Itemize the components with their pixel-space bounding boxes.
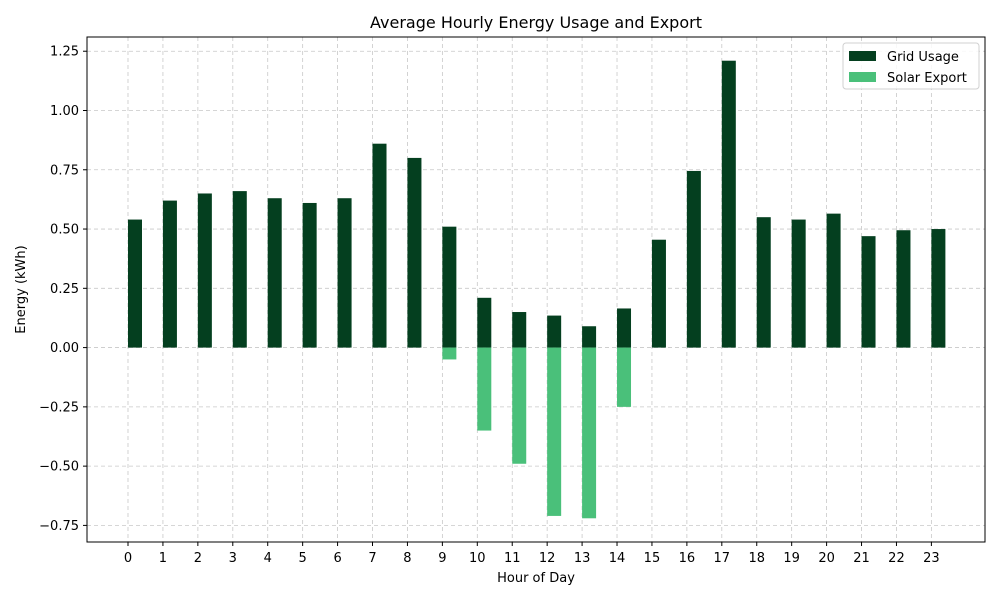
y-tick-label: 1.25	[50, 45, 79, 60]
x-tick-label: 20	[818, 551, 835, 566]
solar-export-bar	[512, 347, 527, 464]
x-ticks: 0 1 2 3 4 5 6 7 8 9 10 11 12 13 14 15 16 17 18 19 20 21 22 23	[124, 542, 940, 566]
grid-usage-bar	[128, 219, 142, 348]
grid-usage-bar	[302, 202, 317, 348]
y-tick-label: 1.00	[50, 104, 79, 119]
grid-usage-bar	[232, 191, 247, 348]
bars	[128, 60, 946, 519]
grid-usage-bar	[896, 230, 911, 348]
grid-usage-bar	[477, 297, 492, 348]
x-tick-label: 17	[714, 551, 731, 566]
y-tick-label: −0.50	[39, 460, 79, 475]
grid-usage-bar	[826, 213, 841, 348]
grid-usage-bar	[582, 326, 597, 348]
x-tick-label: 19	[783, 551, 800, 566]
grid-usage-bar	[617, 308, 632, 348]
x-tick-label: 12	[539, 551, 556, 566]
grid-usage-bar	[791, 219, 806, 348]
y-axis-label: Energy (kWh)	[14, 245, 29, 333]
x-tick-label: 5	[299, 551, 307, 566]
legend-swatch	[849, 51, 876, 61]
legend: Grid Usage Solar Export	[842, 42, 980, 90]
grid-usage-bar	[547, 315, 562, 348]
legend-label: Grid Usage	[887, 50, 959, 65]
x-tick-label: 2	[194, 551, 202, 566]
x-tick-label: 13	[574, 551, 591, 566]
grid-usage-bar	[372, 143, 387, 348]
solar-export-bar	[547, 347, 562, 516]
grid-usage-bar	[861, 236, 876, 348]
y-tick-label: 0.75	[50, 163, 79, 178]
y-tick-label: 0.00	[50, 341, 79, 356]
y-tick-label: −0.25	[39, 400, 79, 415]
grid-usage-bar	[756, 217, 771, 348]
x-tick-label: 8	[403, 551, 411, 566]
x-tick-label: 14	[609, 551, 626, 566]
chart-title: Average Hourly Energy Usage and Export	[370, 13, 702, 32]
y-ticks: −0.75 −0.50 −0.25 0.00 0.25 0.50 0.75 1.00 1.25	[39, 45, 87, 534]
x-axis-label: Hour of Day	[497, 571, 575, 586]
x-tick-label: 15	[644, 551, 661, 566]
grid-usage-bar	[162, 200, 177, 348]
legend-box	[842, 42, 980, 90]
plot-frame	[86, 36, 986, 543]
x-tick-label: 6	[333, 551, 341, 566]
x-tick-label: 11	[504, 551, 521, 566]
x-tick-label: 9	[438, 551, 446, 566]
x-tick-label: 1	[159, 551, 167, 566]
grid-usage-bar	[197, 193, 212, 348]
grid-usage-bar	[442, 226, 457, 348]
y-tick-label: 0.50	[50, 223, 79, 238]
x-tick-label: 16	[679, 551, 696, 566]
grid-usage-bar	[407, 157, 422, 348]
grid-usage-bar	[721, 60, 736, 348]
grid-usage-bar	[512, 312, 527, 348]
grid-usage-bar	[931, 229, 946, 348]
y-tick-label: −0.75	[39, 519, 79, 534]
grid	[87, 37, 985, 542]
x-tick-label: 0	[124, 551, 132, 566]
y-tick-label: 0.25	[50, 282, 79, 297]
x-tick-label: 7	[368, 551, 376, 566]
grid-usage-bar	[337, 198, 352, 348]
x-tick-label: 21	[853, 551, 870, 566]
x-tick-label: 4	[264, 551, 272, 566]
x-tick-label: 18	[748, 551, 765, 566]
x-tick-label: 22	[888, 551, 905, 566]
x-tick-label: 3	[229, 551, 237, 566]
legend-label: Solar Export	[887, 71, 967, 86]
grid-usage-bar	[686, 170, 701, 348]
legend-swatch	[849, 72, 876, 82]
solar-export-bar	[582, 347, 597, 519]
grid-usage-bar	[267, 198, 282, 348]
x-tick-label: 23	[923, 551, 940, 566]
solar-export-bar	[617, 347, 632, 407]
x-tick-label: 10	[469, 551, 486, 566]
solar-export-bar	[442, 347, 457, 360]
solar-export-bar	[477, 347, 492, 431]
grid-usage-bar	[651, 239, 666, 348]
